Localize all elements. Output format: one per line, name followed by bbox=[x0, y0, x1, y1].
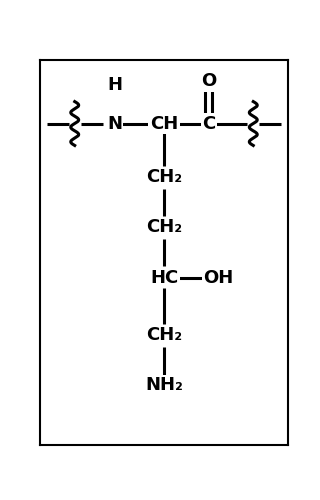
Text: H: H bbox=[107, 76, 122, 94]
Text: N: N bbox=[107, 114, 122, 132]
Text: CH₂: CH₂ bbox=[146, 218, 182, 236]
Text: CH: CH bbox=[150, 114, 178, 132]
Text: CH₂: CH₂ bbox=[146, 168, 182, 186]
Text: HC: HC bbox=[150, 268, 178, 286]
Text: OH: OH bbox=[204, 268, 234, 286]
Text: CH₂: CH₂ bbox=[146, 326, 182, 344]
Text: C: C bbox=[202, 114, 215, 132]
Text: NH₂: NH₂ bbox=[145, 376, 183, 394]
Text: O: O bbox=[201, 72, 216, 90]
